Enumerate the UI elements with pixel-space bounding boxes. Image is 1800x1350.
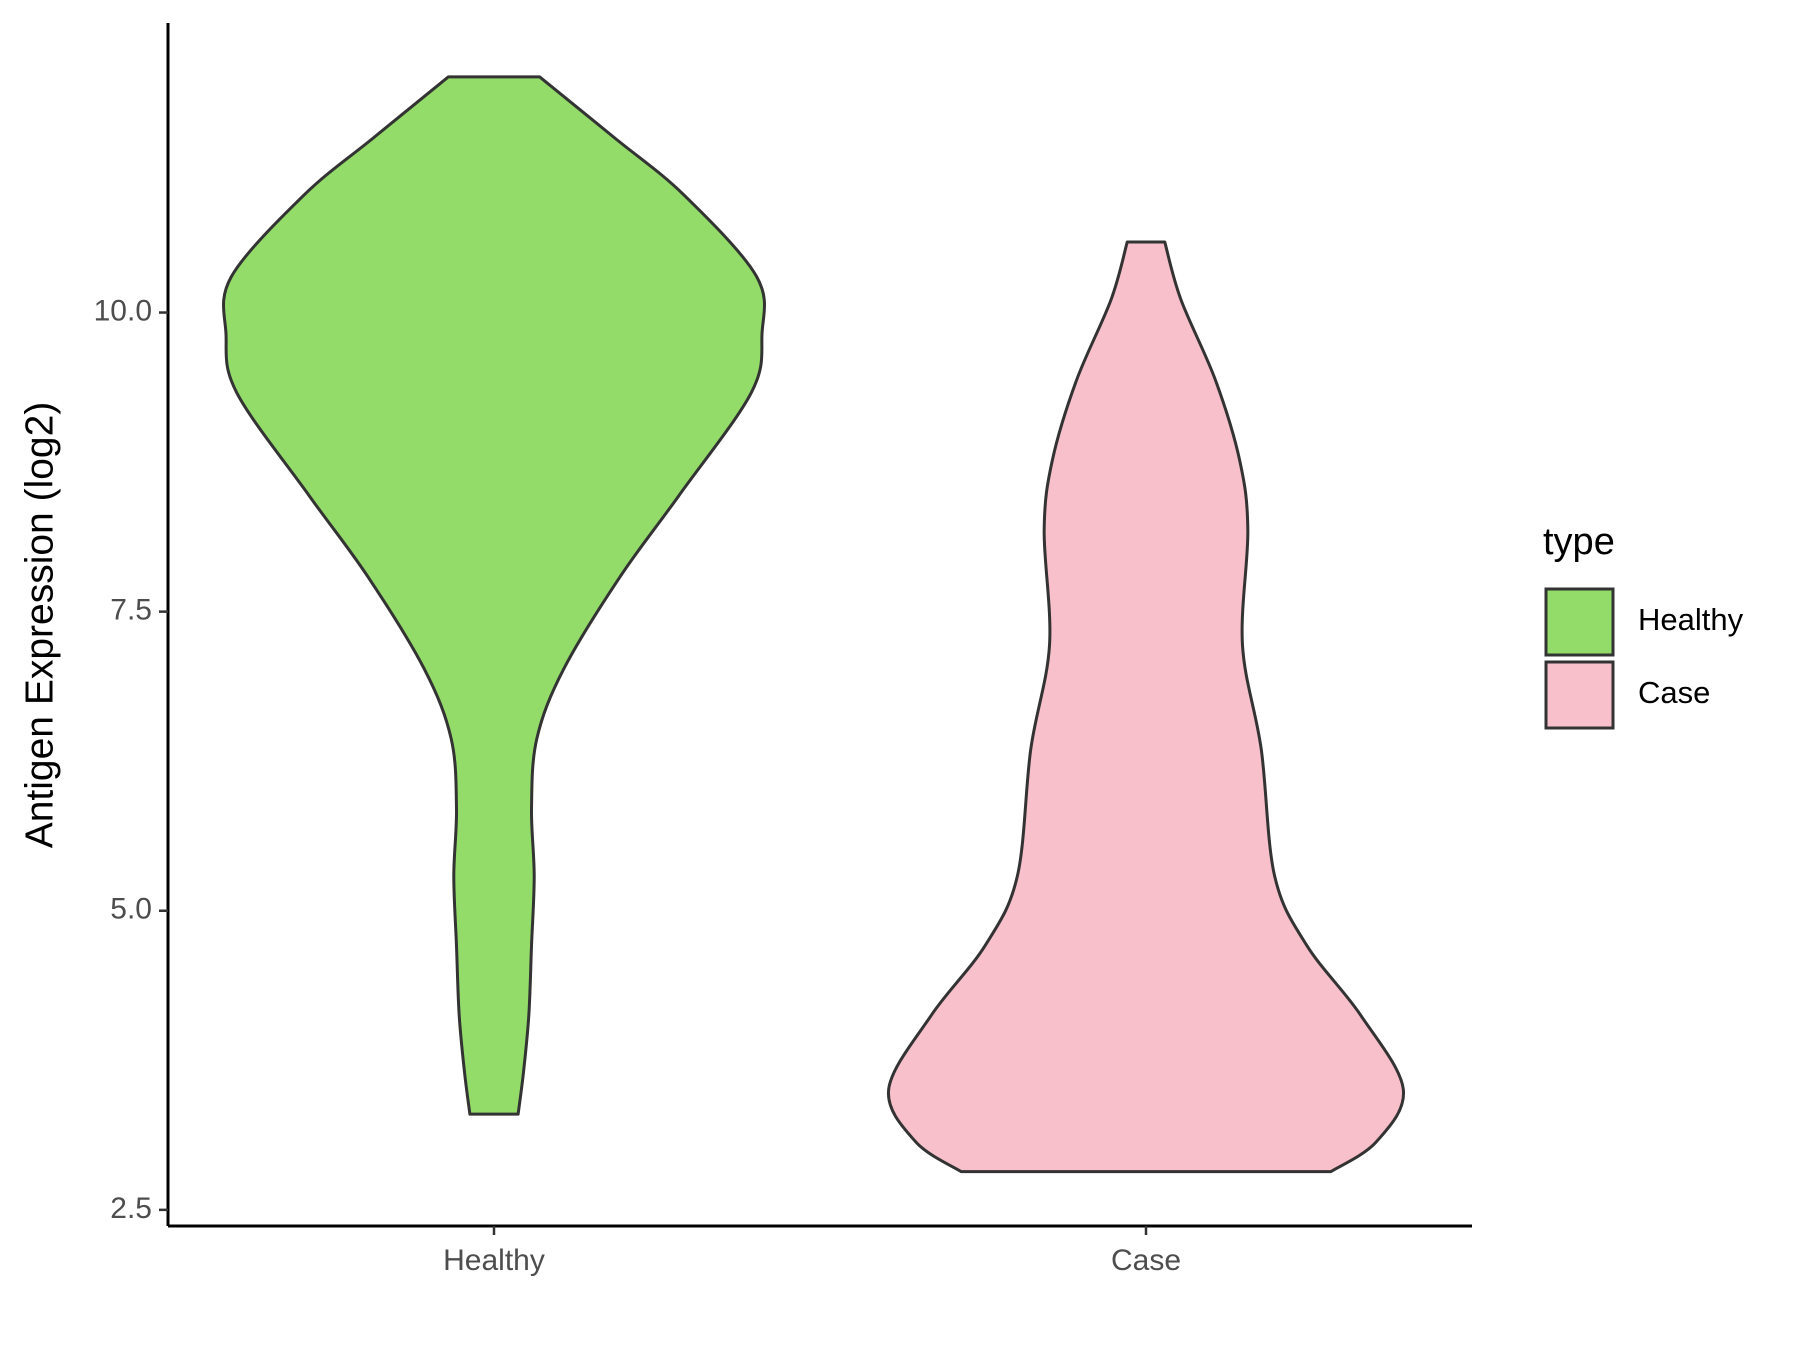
y-tick-label: 2.5 <box>110 1192 152 1225</box>
x-tick-label: Healthy <box>443 1244 545 1277</box>
legend-key <box>1544 587 1615 657</box>
violin <box>221 75 767 1116</box>
legend-label: Case <box>1638 675 1710 710</box>
x-tick-label: Case <box>1111 1244 1181 1277</box>
y-tick-label: 7.5 <box>110 594 152 627</box>
y-axis-title: Antigen Expression (log2) <box>18 402 61 849</box>
legend-title: type <box>1543 521 1615 563</box>
y-tick-label: 10.0 <box>94 294 152 327</box>
violin <box>887 240 1405 1174</box>
legend-label: Healthy <box>1638 602 1744 637</box>
y-tick-label: 5.0 <box>110 893 152 926</box>
legend-key <box>1544 660 1615 730</box>
